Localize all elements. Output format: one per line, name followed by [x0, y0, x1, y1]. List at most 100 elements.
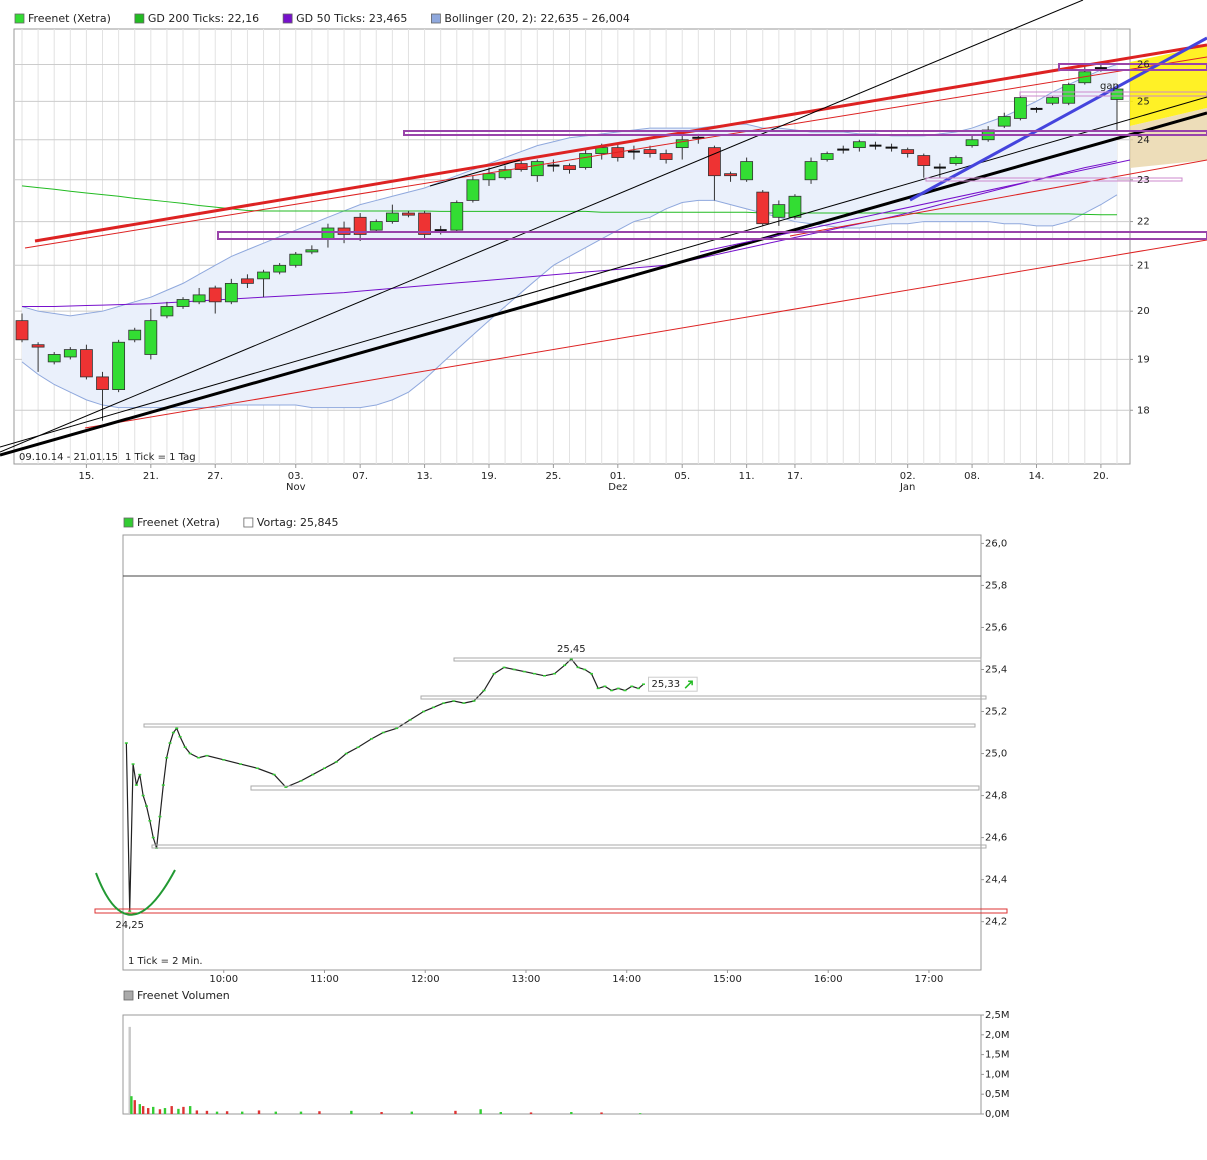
y-tick-label: 25,6	[985, 622, 1007, 633]
candle-body	[965, 139, 979, 147]
y-tick-label: 19	[1137, 354, 1150, 365]
x-tick-label: 14:00	[612, 974, 641, 985]
plot-frame	[13, 28, 1131, 465]
level-box	[925, 177, 1183, 182]
volume-bar	[350, 1110, 353, 1114]
candle-body	[1110, 88, 1124, 100]
volume-bar	[163, 1108, 167, 1114]
x-tick-label: 17.	[787, 471, 803, 482]
level-box	[453, 657, 982, 662]
level-box	[403, 130, 1207, 136]
hand-curve	[95, 869, 176, 916]
volume-bar	[138, 1104, 141, 1114]
y-tick-label: 1,5M	[985, 1050, 1010, 1061]
level-box	[94, 908, 1008, 914]
candle-body	[530, 161, 544, 177]
candle-body	[385, 212, 399, 222]
value-annotation: 24,25	[115, 920, 144, 931]
trend-line	[0, 96, 1207, 448]
candle-body	[257, 271, 270, 280]
y-tick-label: 20	[1137, 306, 1150, 317]
trend-line	[24, 56, 1207, 249]
volume-bar	[215, 1111, 219, 1114]
legend-swatch	[282, 13, 293, 24]
volume-bar	[141, 1106, 145, 1114]
y-tick-label: 25,8	[985, 580, 1007, 591]
candle-body	[772, 204, 786, 218]
volume-bar	[152, 1106, 155, 1114]
level-box	[250, 785, 980, 791]
candle-body	[321, 227, 335, 240]
up-arrow	[684, 680, 693, 689]
y-tick-label: 2,0M	[985, 1030, 1010, 1041]
candle-body	[804, 161, 818, 181]
y-tick-label: 22	[1137, 217, 1150, 228]
candle-body	[369, 221, 383, 231]
volume-bar	[170, 1106, 173, 1114]
legend-label: GD 50 Ticks: 23,465	[296, 12, 407, 25]
x-tick-label: 16:00	[814, 974, 843, 985]
volume-bar	[380, 1112, 383, 1114]
volume-bar	[454, 1110, 457, 1114]
month-label: Dez	[608, 482, 627, 493]
legend-label: Vortag: 25,845	[257, 516, 339, 529]
candle-body	[997, 116, 1011, 127]
volume-bar	[130, 1096, 133, 1114]
trend-line	[0, 111, 1207, 457]
y-tick-label: 1,0M	[985, 1069, 1010, 1080]
month-label: Nov	[286, 482, 306, 493]
x-tick-label: 03.	[288, 471, 304, 482]
candle-body	[643, 149, 657, 154]
volume-bar	[182, 1106, 185, 1114]
x-tick-label: 12:00	[411, 974, 440, 985]
volume-bar	[638, 1113, 642, 1114]
note: gap	[1100, 81, 1119, 92]
candle-body	[724, 173, 737, 177]
candle-body	[112, 341, 126, 390]
candle-body	[852, 141, 866, 149]
y-tick-label: 18	[1137, 405, 1150, 416]
x-tick-label: 01.	[610, 471, 626, 482]
candle-body	[756, 191, 770, 225]
x-tick-label: 07.	[352, 471, 368, 482]
candle-body	[450, 202, 464, 231]
level-box	[1058, 63, 1207, 71]
level-box	[217, 231, 1207, 240]
zone-fill	[1130, 108, 1207, 168]
volume-bar	[128, 1026, 131, 1114]
marks	[14, 29, 1133, 1115]
candle-body	[466, 179, 480, 201]
volume-bar	[600, 1112, 603, 1114]
legend-label: GD 200 Ticks: 22,16	[148, 12, 259, 25]
volume-bar	[205, 1110, 209, 1114]
candle-body	[740, 161, 754, 181]
x-tick-label: 02.	[900, 471, 916, 482]
candle-body	[820, 153, 834, 160]
candle-body	[949, 157, 963, 164]
x-tick-label: 25.	[545, 471, 561, 482]
y-tick-label: 21	[1137, 260, 1150, 271]
trend-line	[0, 0, 1084, 453]
candle-body	[47, 354, 61, 363]
drawings	[0, 0, 1207, 916]
month-label: Jan	[899, 482, 915, 493]
y-tick-label: 26,0	[985, 538, 1007, 549]
volume-bar	[479, 1109, 482, 1114]
candle-body	[659, 153, 673, 160]
candle-body	[224, 282, 238, 303]
candle-body	[160, 306, 174, 317]
candle-body	[289, 253, 303, 266]
volume-bar	[570, 1112, 573, 1114]
level-box	[151, 844, 987, 849]
value-annotation: 25,33	[652, 679, 681, 690]
candle-body	[31, 344, 45, 348]
volume-bar	[241, 1111, 244, 1114]
texts: 18 19 20 21 22 23 24 25 26 15. 21. 27. 03. 07. 13. 19. 2…	[14, 12, 1150, 1120]
y-tick-label: 25,2	[985, 707, 1007, 718]
y-tick-label: 2,5M	[985, 1010, 1010, 1021]
trend-line	[699, 159, 1131, 253]
volume-bar	[177, 1108, 180, 1114]
y-tick-label: 24,4	[985, 875, 1007, 886]
y-tick-label: 0,0M	[985, 1109, 1010, 1120]
